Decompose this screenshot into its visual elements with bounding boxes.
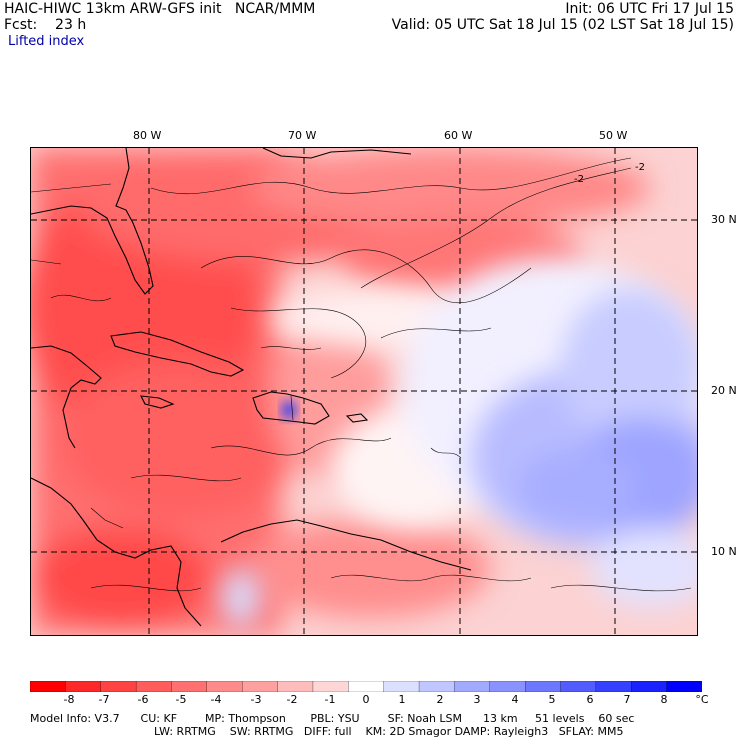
- colorbar-swatch: [135, 681, 173, 692]
- lifted-index-map: -2 -2: [31, 148, 697, 635]
- colorbar-swatch: [312, 681, 349, 692]
- lon-label-60w: 60 W: [444, 129, 473, 142]
- colorbar-tick: 3: [473, 693, 481, 706]
- colorbar-swatch: [65, 681, 102, 692]
- map-panel: -2 -2: [30, 147, 698, 636]
- lon-label-50w: 50 W: [599, 129, 628, 142]
- colorbar-swatch: [454, 681, 491, 692]
- colorbar-swatch: [30, 681, 67, 692]
- colorbar-swatch: [418, 681, 456, 692]
- colorbar-tick: 6: [586, 693, 594, 706]
- field-blue-spot: [282, 401, 296, 419]
- colorbar-tick: -1: [324, 693, 336, 706]
- lat-label-30n: 30 N: [711, 213, 737, 226]
- colorbar-tick: -3: [250, 693, 262, 706]
- colorbar-swatch: [383, 681, 420, 692]
- colorbar-swatch: [489, 681, 526, 692]
- init-time: Init: 06 UTC Fri 17 Jul 15: [565, 1, 734, 17]
- latlon-grid: [31, 148, 697, 635]
- colorbar-swatch: [595, 681, 632, 692]
- colorbar-tick: -4: [210, 693, 222, 706]
- forecast-hour: Fcst: 23 h: [4, 17, 87, 33]
- model-info-line1: Model Info: V3.7 CU: KF MP: Thompson PBL…: [30, 712, 635, 725]
- colorbar-tick: 5: [548, 693, 556, 706]
- valid-time: Valid: 05 UTC Sat 18 Jul 15 (02 LST Sat …: [391, 17, 734, 33]
- model-title: HAIC-HIWC 13km ARW-GFS init NCAR/MMM: [4, 1, 316, 17]
- contour-label: -2: [635, 162, 645, 173]
- model-info-line2: LW: RRTMG SW: RRTMG DIFF: full KM: 2D Sm…: [154, 725, 624, 738]
- contour-label: -2: [574, 174, 584, 185]
- colorbar-swatch: [277, 681, 314, 692]
- field-positive-east: [221, 288, 697, 628]
- colorbar-tick: -8: [63, 693, 75, 706]
- colorbar-tick: -5: [175, 693, 187, 706]
- colorbar-tick: -6: [137, 693, 149, 706]
- colorbar-swatch: [525, 681, 562, 692]
- colorbar-unit: °C: [695, 693, 709, 706]
- colorbar-tick: -7: [98, 693, 110, 706]
- colorbar-tick: 7: [623, 693, 631, 706]
- colorbar-tick: 2: [436, 693, 444, 706]
- lon-label-80w: 80 W: [133, 129, 162, 142]
- colorbar-swatch: [206, 681, 243, 692]
- colorbar-swatch: [631, 681, 668, 692]
- colorbar-swatch: [560, 681, 597, 692]
- colorbar-swatch: [242, 681, 279, 692]
- boundaries: [31, 183, 294, 529]
- lat-label-10n: 10 N: [711, 545, 737, 558]
- lon-label-70w: 70 W: [288, 129, 317, 142]
- lat-label-20n: 20 N: [711, 384, 737, 397]
- colorbar-tick: 4: [511, 693, 519, 706]
- colorbar-tick: 0: [362, 693, 370, 706]
- colorbar-swatch: [100, 681, 137, 692]
- colorbar: [30, 681, 702, 692]
- colorbar-tick: -2: [286, 693, 298, 706]
- colorbar-swatch: [171, 681, 208, 692]
- contour-lines: [50, 157, 692, 592]
- variable-name: Lifted index: [8, 34, 85, 49]
- colorbar-swatch: [348, 681, 385, 692]
- colorbar-tick: 8: [660, 693, 668, 706]
- colorbar-tick: 1: [398, 693, 406, 706]
- colorbar-swatch: [666, 681, 702, 692]
